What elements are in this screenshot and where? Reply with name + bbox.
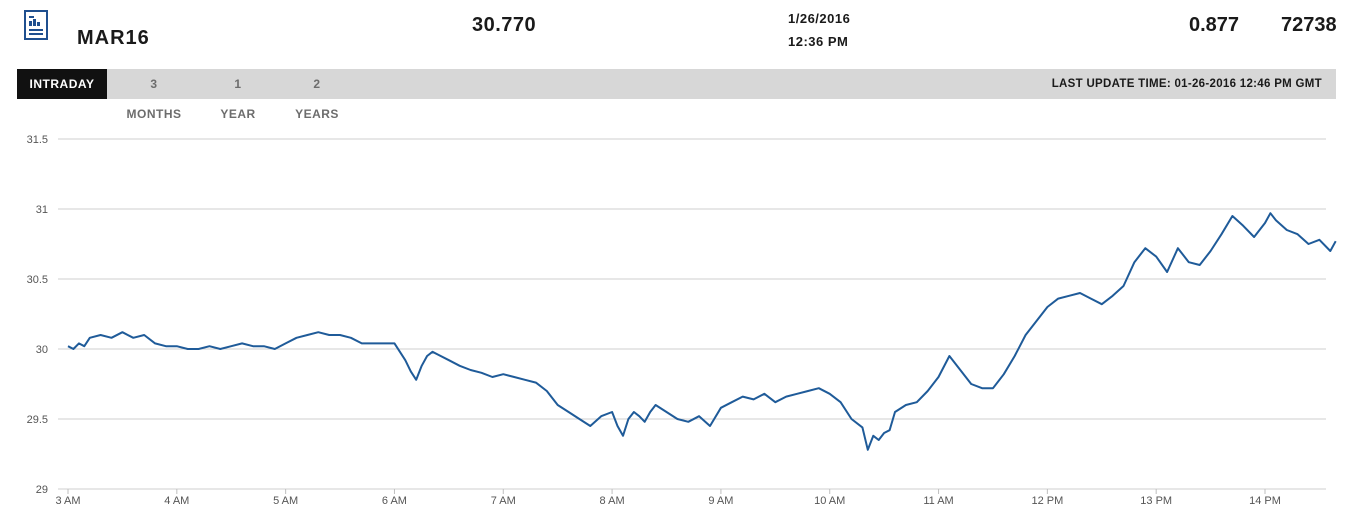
x-tick-label: 9 AM: [708, 495, 733, 507]
last-price: 30.770: [472, 14, 537, 36]
last-update-time: LAST UPDATE TIME: 01-26-2016 12:46 PM GM…: [1051, 78, 1322, 90]
x-tick-label: 8 AM: [600, 495, 625, 507]
x-tick-label: 13 PM: [1140, 495, 1172, 507]
y-tick-label: 29: [36, 484, 48, 496]
x-tick-label: 11 AM: [923, 495, 953, 507]
tab-intraday[interactable]: INTRADAY: [17, 69, 107, 99]
x-tick-label: 5 AM: [273, 495, 298, 507]
y-tick-label: 29.5: [27, 414, 48, 426]
quote-date: 1/26/2016: [788, 11, 851, 26]
x-tick-label: 6 AM: [382, 495, 407, 507]
report-document-icon[interactable]: [24, 10, 48, 40]
tab-1-year[interactable]: 1 YEAR: [220, 77, 256, 121]
range-tab-bar: INTRADAY 3 MONTHS 1 YEAR 2 YEARS LAST UP…: [17, 69, 1336, 121]
y-tick-label: 31: [36, 204, 48, 216]
volume: 72738: [1281, 14, 1337, 36]
chart-canvas: 29 29.5 30 30.5 31 31.5 3 AM 4 AM 5 AM 6 AM 7 AM 8…: [27, 134, 1337, 507]
y-tick-label: 30.5: [27, 274, 48, 286]
price-series-line[interactable]: [67, 212, 1337, 451]
contract-name: MAR16: [77, 27, 150, 49]
price-change: 0.877: [1189, 14, 1240, 36]
tab-3-months[interactable]: 3 MONTHS: [126, 77, 182, 121]
x-tick-label: 12 PM: [1031, 495, 1063, 507]
x-tick-label: 7 AM: [491, 495, 516, 507]
tab-2-years[interactable]: 2 YEARS: [295, 77, 339, 121]
y-tick-label: 30: [36, 344, 48, 356]
x-tick-label: 4 AM: [164, 495, 189, 507]
quote-header: MAR16 30.770 1/26/2016 12:36 PM 0.877 72…: [0, 0, 1354, 68]
x-tick-label: 3 AM: [55, 495, 80, 507]
intraday-price-chart[interactable]: 29 29.5 30 30.5 31 31.5 3 AM 4 AM 5 AM 6 AM 7 AM 8…: [0, 100, 1354, 515]
quote-time: 12:36 PM: [788, 34, 849, 49]
x-tick-label: 14 PM: [1249, 495, 1281, 507]
y-tick-label: 31.5: [27, 134, 48, 146]
x-tick-label: 10 AM: [814, 495, 845, 507]
